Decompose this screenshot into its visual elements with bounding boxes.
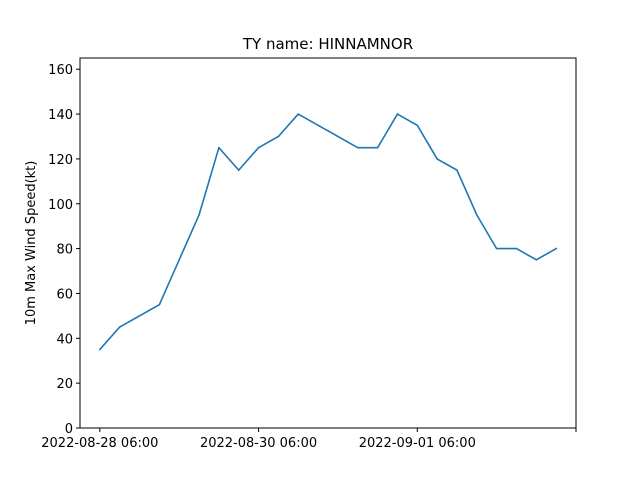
data-point (356, 146, 359, 149)
y-tick-label: 80 (56, 243, 73, 258)
data-point (555, 247, 557, 250)
data-point (436, 158, 438, 160)
y-tick-label: 0 (65, 422, 73, 437)
x-tick-label: 2022-08-30 06:00 (200, 436, 317, 451)
x-axis-ticks: 2022-08-28 06:00 2022-08-30 06:00 2022-09-… (41, 428, 577, 451)
data-point (535, 259, 538, 261)
data-point (456, 169, 458, 171)
data-point (376, 146, 379, 149)
data-point (237, 169, 240, 171)
data-point (337, 135, 339, 138)
y-axis-ticks: 0 20 40 60 80 100 120 140 160 (48, 63, 80, 437)
data-point (396, 113, 399, 115)
data-point (495, 247, 498, 250)
data-point (198, 214, 200, 216)
plot-frame (79, 57, 577, 429)
data-point (476, 214, 478, 216)
data-point (257, 146, 260, 149)
y-axis-label: 10m Max Wind Speed(kt) (24, 161, 39, 326)
y-tick-label: 120 (48, 153, 73, 168)
data-point (158, 303, 161, 306)
x-tick-label: 2022-09-01 06:00 (359, 436, 476, 451)
data-point (416, 124, 419, 127)
data-point (317, 124, 319, 127)
data-point (218, 146, 220, 149)
data-point (99, 348, 101, 351)
y-tick-label: 20 (56, 377, 73, 392)
y-tick-label: 160 (48, 63, 73, 78)
data-point (515, 247, 518, 250)
data-point (118, 326, 121, 328)
plot-area (80, 58, 576, 428)
y-tick-label: 40 (56, 332, 73, 347)
series-group (98, 113, 558, 351)
data-point (178, 259, 180, 261)
chart-title: TY name: HINNAMNOR (242, 35, 413, 53)
y-tick-label: 100 (48, 198, 73, 213)
y-tick-label: 140 (48, 108, 73, 123)
data-point (277, 135, 280, 138)
x-tick-label: 2022-08-28 06:00 (41, 436, 158, 451)
data-point (297, 113, 300, 115)
y-tick-label: 60 (56, 287, 73, 302)
